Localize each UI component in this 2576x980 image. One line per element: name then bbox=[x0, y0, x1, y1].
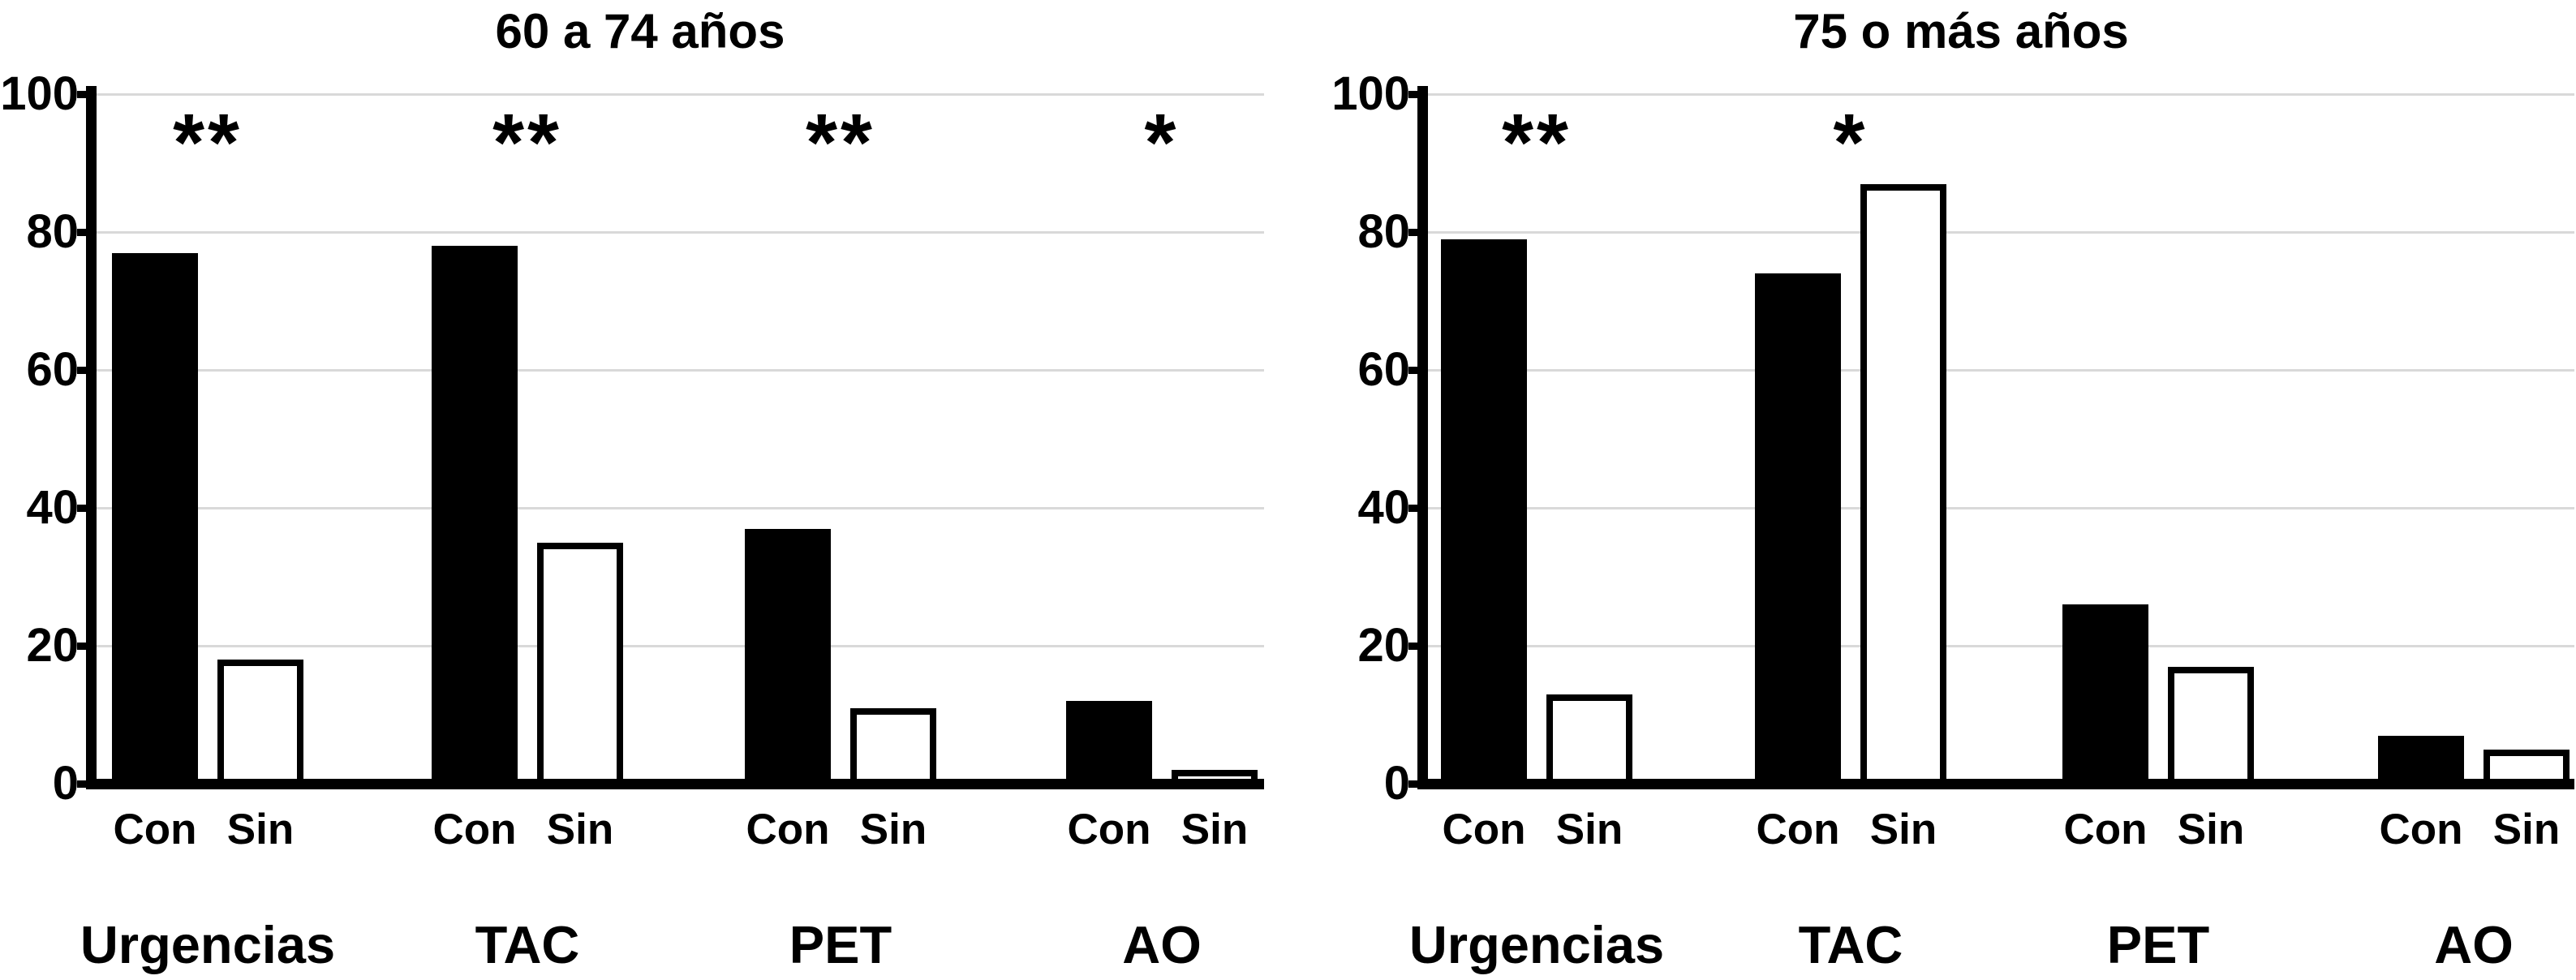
bar-sin-pet bbox=[2168, 667, 2254, 788]
bar-sublabel-con-pet: Con bbox=[2063, 806, 2148, 853]
y-tick-label-100: 100 bbox=[0, 67, 79, 120]
bar-sublabel-sin-pet: Sin bbox=[859, 806, 927, 853]
bar-sublabel-con-pet: Con bbox=[746, 806, 830, 853]
bar-sin-tac bbox=[1860, 184, 1946, 788]
x-axis-baseline bbox=[1417, 779, 2574, 789]
gridline-80 bbox=[97, 231, 1264, 234]
category-label-tac: TAC bbox=[1798, 915, 1903, 974]
bar-sublabel-sin-tac: Sin bbox=[1869, 806, 1937, 853]
y-tick-label-20: 20 bbox=[1357, 619, 1410, 672]
gridline-20 bbox=[1428, 645, 2574, 647]
gridline-100 bbox=[1428, 93, 2574, 96]
y-tick-label-0: 0 bbox=[52, 757, 79, 810]
x-axis-baseline bbox=[86, 779, 1264, 789]
y-tick-label-0: 0 bbox=[1383, 757, 1410, 810]
bar-sin-pet bbox=[850, 708, 936, 788]
y-tick-label-40: 40 bbox=[26, 481, 79, 534]
bar-sublabel-con-tac: Con bbox=[1756, 806, 1840, 853]
category-label-pet: PET bbox=[2106, 915, 2210, 974]
bar-con-pet bbox=[745, 529, 831, 788]
bar-sublabel-con-urgencias: Con bbox=[1442, 806, 1526, 853]
category-label-urgencias: Urgencias bbox=[80, 915, 336, 974]
bar-sublabel-con-ao: Con bbox=[1067, 806, 1151, 853]
y-tick-label-100: 100 bbox=[1331, 67, 1410, 120]
category-label-pet: PET bbox=[789, 915, 892, 974]
chart-60-74: 60 a 74 años ** Con Sin Urgencias ** Con Sin TA… bbox=[0, 4, 1264, 974]
bar-con-tac bbox=[432, 246, 518, 787]
bar-sublabel-sin-urgencias: Sin bbox=[1555, 806, 1623, 853]
y-tick-label-40: 40 bbox=[1357, 481, 1410, 534]
bar-con-urgencias bbox=[1441, 239, 1527, 788]
gridline-20 bbox=[97, 645, 1264, 647]
y-tick-label-20: 20 bbox=[26, 619, 79, 672]
y-axis-line bbox=[86, 86, 97, 789]
significance-marker-urgencias: ** bbox=[1502, 97, 1572, 188]
bar-sin-urgencias bbox=[217, 660, 303, 787]
bar-con-pet bbox=[2062, 604, 2148, 787]
bar-con-ao bbox=[1066, 701, 1152, 787]
category-label-urgencias: Urgencias bbox=[1408, 915, 1665, 974]
bar-sin-urgencias bbox=[1546, 694, 1632, 788]
gridline-100 bbox=[97, 93, 1264, 96]
gridline-40 bbox=[97, 507, 1264, 509]
significance-marker-ao: * bbox=[1144, 97, 1180, 188]
y-tick-label-60: 60 bbox=[1357, 343, 1410, 396]
gridline-60 bbox=[97, 369, 1264, 372]
significance-marker-urgencias: ** bbox=[173, 97, 243, 188]
chart-75-plus: 75 o más años ** Con Sin Urgencias * Con Sin TA… bbox=[1288, 0, 2576, 980]
gridline-60 bbox=[1428, 369, 2574, 372]
significance-marker-pet: ** bbox=[806, 97, 875, 188]
bar-sublabel-con-urgencias: Con bbox=[113, 806, 197, 853]
bar-con-tac bbox=[1755, 273, 1841, 787]
category-label-tac: TAC bbox=[475, 915, 580, 974]
bar-sublabel-sin-tac: Sin bbox=[546, 806, 614, 853]
bar-sin-tac bbox=[537, 543, 623, 788]
significance-marker-tac: * bbox=[1833, 97, 1869, 188]
y-tick-label-80: 80 bbox=[1357, 205, 1410, 258]
bar-con-urgencias bbox=[112, 253, 198, 788]
category-label-ao: AO bbox=[2434, 915, 2514, 974]
gridline-40 bbox=[1428, 507, 2574, 509]
bar-sublabel-sin-ao: Sin bbox=[2492, 806, 2561, 853]
bar-sublabel-sin-urgencias: Sin bbox=[226, 806, 295, 853]
bar-sublabel-con-tac: Con bbox=[432, 806, 517, 853]
significance-marker-tac: ** bbox=[492, 97, 562, 188]
y-tick-label-60: 60 bbox=[26, 343, 79, 396]
y-tick-label-80: 80 bbox=[26, 205, 79, 258]
bar-sublabel-sin-ao: Sin bbox=[1180, 806, 1249, 853]
chart-title-60-74: 60 a 74 años bbox=[495, 4, 785, 58]
bar-sublabel-sin-pet: Sin bbox=[2177, 806, 2245, 853]
gridline-80 bbox=[1428, 231, 2574, 234]
category-label-ao: AO bbox=[1122, 915, 1202, 974]
chart-title-75-plus: 75 o más años bbox=[1793, 4, 2129, 58]
y-axis-line bbox=[1417, 86, 1428, 789]
bar-sublabel-con-ao: Con bbox=[2379, 806, 2463, 853]
